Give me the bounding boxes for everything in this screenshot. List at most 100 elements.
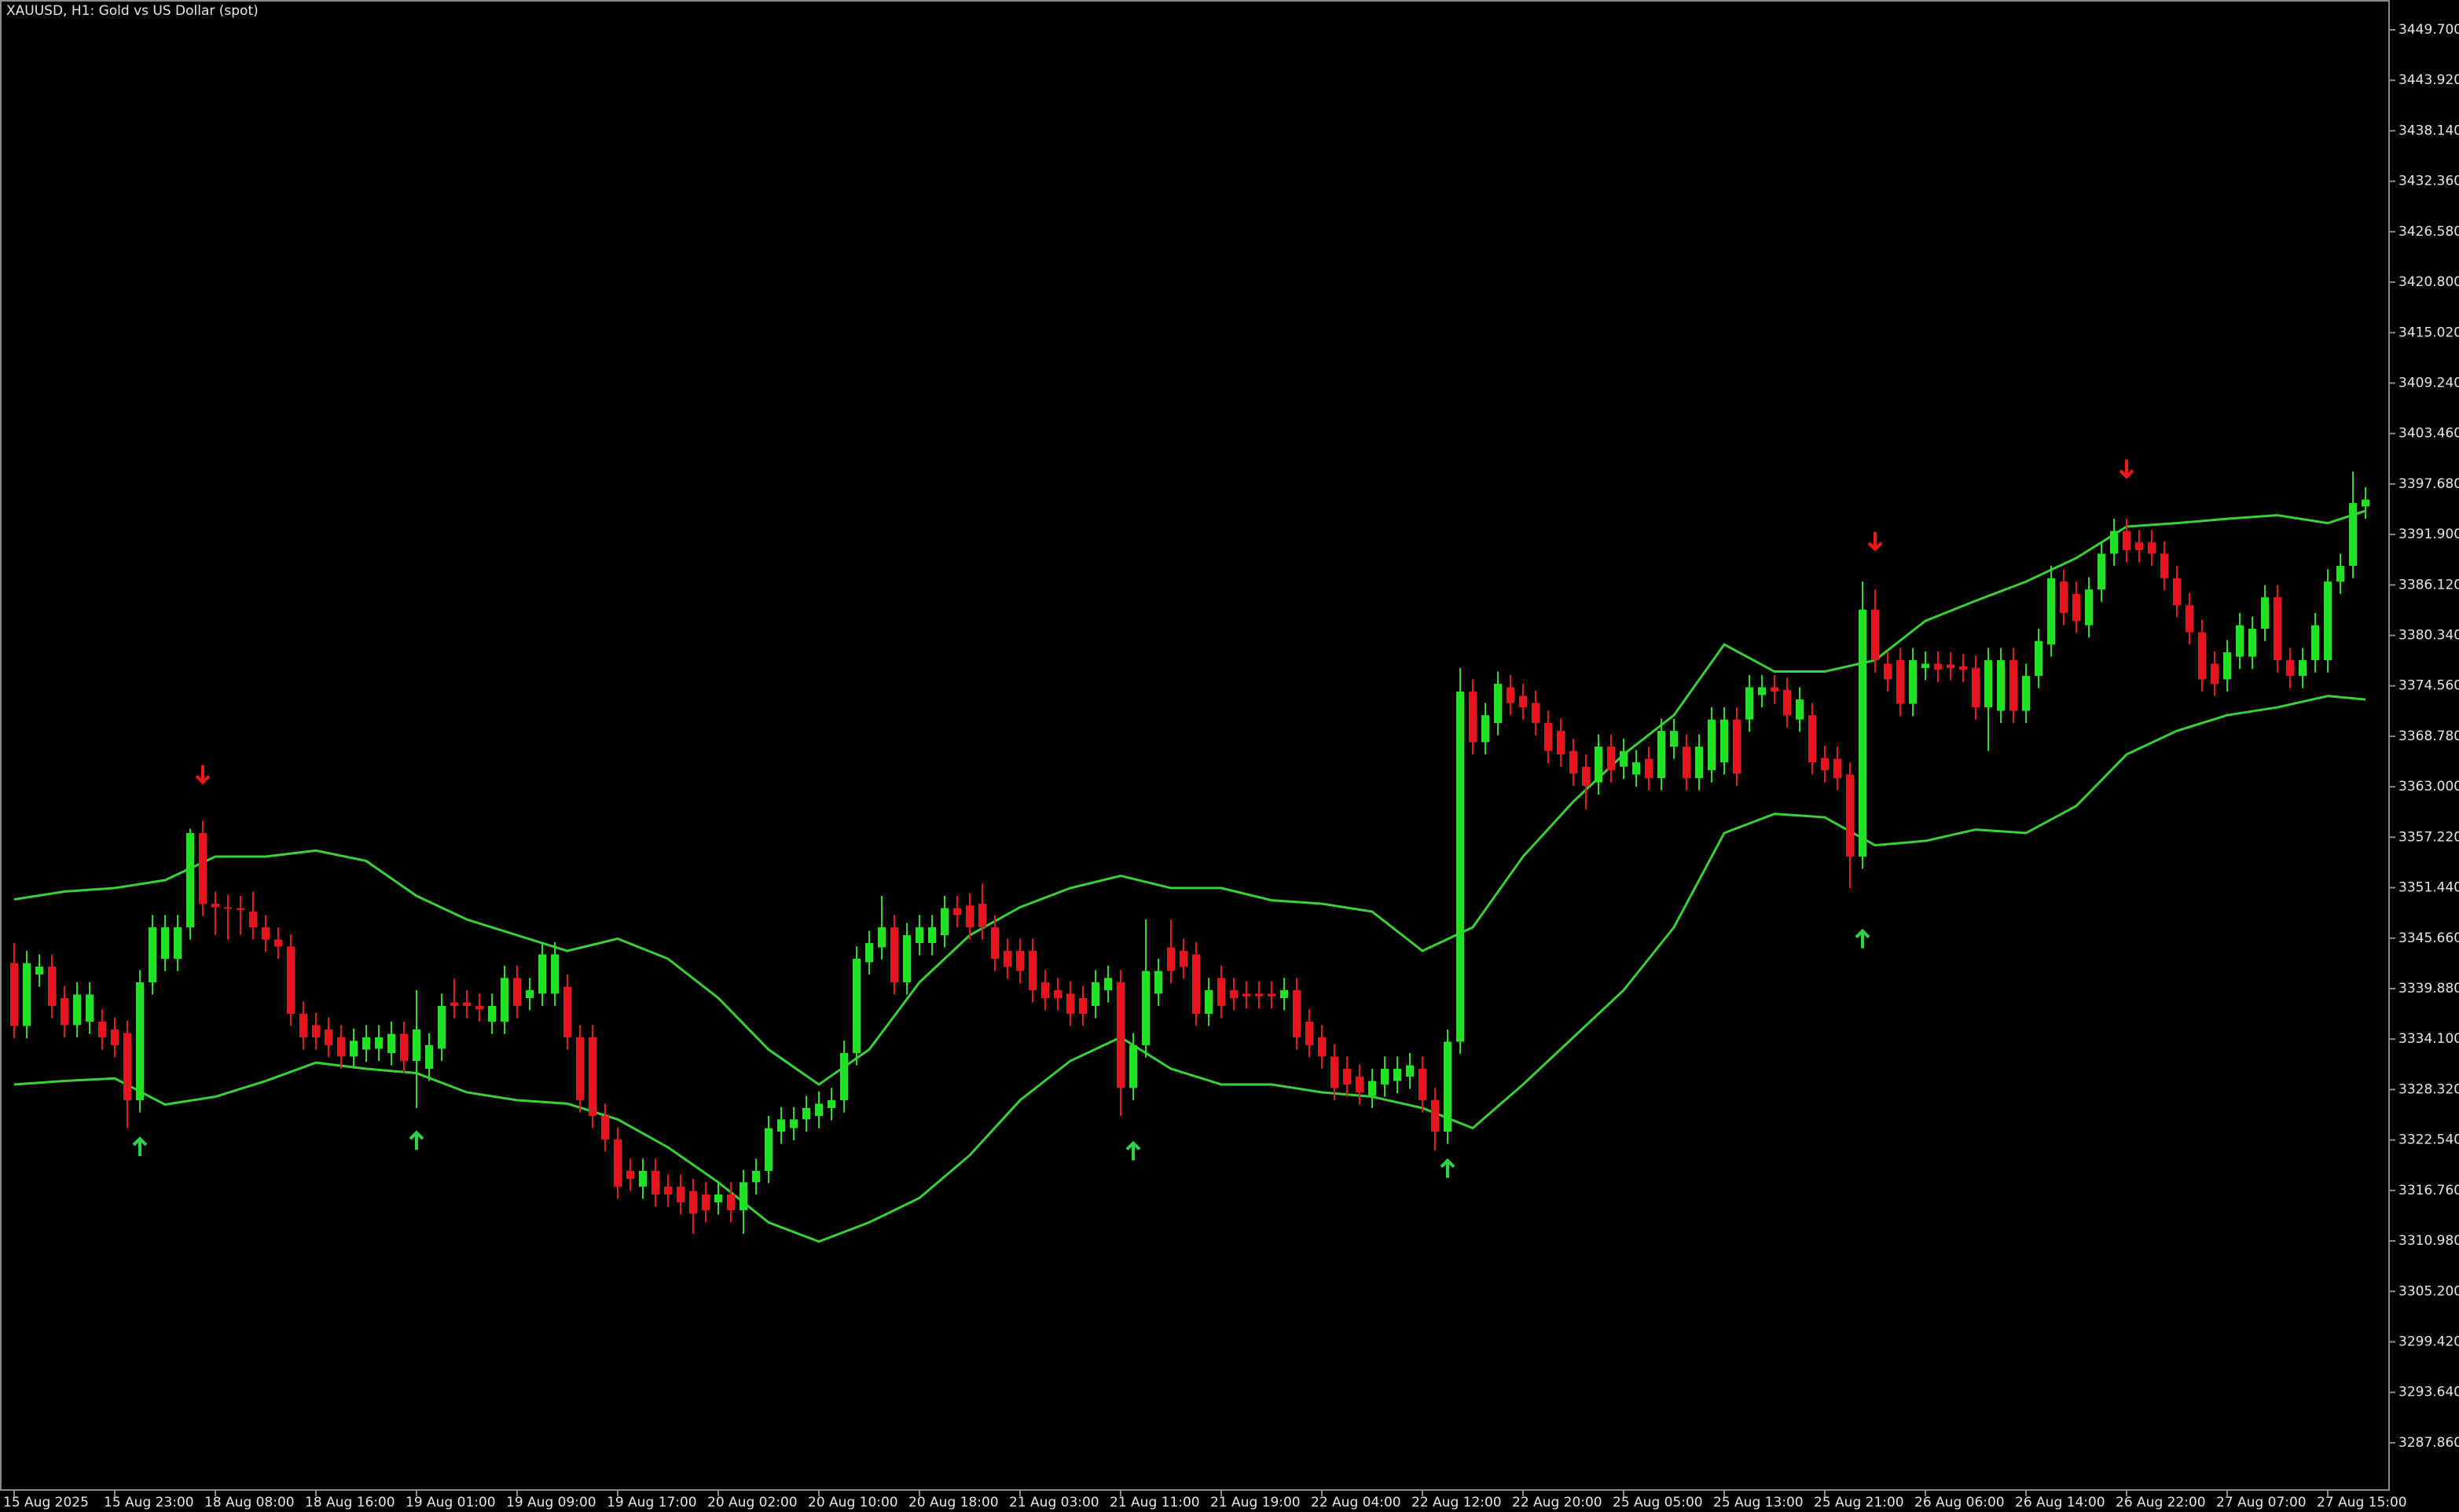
- candle-body: [1582, 766, 1590, 787]
- candle-body: [1016, 951, 1024, 971]
- candle-body: [563, 986, 571, 1037]
- candle-body: [1620, 750, 1628, 767]
- candle-body: [1481, 715, 1489, 743]
- candle-body: [2022, 676, 2030, 711]
- candle-body: [400, 1033, 408, 1061]
- candle-body: [1821, 758, 1829, 771]
- candle-body: [413, 1029, 420, 1061]
- y-tick-label: 3443.920: [2398, 72, 2459, 88]
- y-tick-label: 3334.100: [2398, 1031, 2459, 1047]
- candle-body: [199, 833, 207, 905]
- y-tick-label: 3293.640: [2398, 1385, 2459, 1400]
- candle-body: [2248, 629, 2256, 657]
- candle-body: [664, 1186, 672, 1195]
- x-tick-label: 15 Aug 2025: [3, 1495, 89, 1510]
- candle-body: [1154, 971, 1162, 994]
- x-tick-label: 22 Aug 12:00: [1411, 1495, 1502, 1510]
- candle-body: [1343, 1068, 1351, 1084]
- x-tick-label: 18 Aug 16:00: [305, 1495, 395, 1510]
- y-tick-label: 3322.540: [2398, 1132, 2459, 1148]
- down-arrow: [195, 765, 211, 785]
- candle-body: [2060, 582, 2068, 614]
- x-tick-label: 25 Aug 13:00: [1713, 1495, 1804, 1510]
- candle-body: [274, 939, 282, 947]
- candle-body: [387, 1033, 395, 1053]
- candle-body: [73, 994, 81, 1026]
- candle-body: [639, 1170, 647, 1187]
- candle-body: [1280, 990, 1288, 998]
- candle-body: [1959, 666, 1967, 670]
- candle-body: [98, 1021, 106, 1037]
- candle-body: [2173, 578, 2181, 606]
- candle-body: [2072, 593, 2080, 622]
- x-tick-label: 26 Aug 06:00: [1914, 1495, 2005, 1510]
- candle-body: [2286, 660, 2294, 677]
- y-tick-label: 3316.760: [2398, 1183, 2459, 1198]
- candle-body: [1117, 982, 1125, 1088]
- y-tick-label: 3438.140: [2398, 123, 2459, 138]
- candle-body: [2311, 625, 2319, 661]
- candle-body: [1330, 1056, 1338, 1088]
- candle-body: [161, 927, 169, 960]
- y-tick-label: 3363.000: [2398, 779, 2459, 795]
- x-tick-label: 27 Aug 15:00: [2317, 1495, 2407, 1510]
- candle-body: [2274, 597, 2281, 661]
- candle-body: [1104, 978, 1112, 991]
- candle-body: [350, 1040, 358, 1057]
- candle-body: [878, 927, 886, 948]
- x-tick-label: 22 Aug 04:00: [1311, 1495, 1401, 1510]
- candle-body: [865, 943, 873, 963]
- candle-body: [174, 927, 182, 960]
- candle-body: [677, 1186, 684, 1202]
- y-tick-label: 3339.880: [2398, 981, 2459, 996]
- x-tick-label: 19 Aug 01:00: [406, 1495, 496, 1510]
- x-tick-label: 21 Aug 03:00: [1009, 1495, 1099, 1510]
- candle-body: [576, 1037, 584, 1100]
- candle-body: [1393, 1068, 1401, 1081]
- candle-body: [1683, 747, 1690, 779]
- candle-body: [1670, 731, 1678, 747]
- candle-body: [1909, 660, 1917, 704]
- candle-body: [689, 1191, 697, 1214]
- candle-body: [928, 927, 936, 944]
- x-tick-label: 20 Aug 02:00: [707, 1495, 798, 1510]
- candle-body: [501, 978, 508, 1022]
- candle-body: [702, 1194, 710, 1210]
- y-tick-label: 3397.680: [2398, 476, 2459, 492]
- candle-body: [1997, 660, 2005, 711]
- candle-body: [538, 954, 546, 994]
- candle-body: [1092, 982, 1099, 1006]
- candle-body: [1607, 747, 1615, 771]
- candle-body: [1494, 684, 1502, 724]
- candle-body: [2110, 530, 2118, 554]
- candle-body: [123, 1033, 131, 1100]
- candle-body: [1431, 1099, 1439, 1132]
- x-tick-label: 20 Aug 18:00: [908, 1495, 999, 1510]
- candle-body: [1368, 1081, 1376, 1096]
- candle-body: [752, 1170, 760, 1183]
- candle-body: [626, 1170, 634, 1179]
- candle-body: [2299, 660, 2307, 677]
- candle-body: [1381, 1068, 1389, 1084]
- candle-body: [111, 1029, 119, 1045]
- x-tick-label: 19 Aug 09:00: [506, 1495, 596, 1510]
- y-tick-label: 3403.460: [2398, 426, 2459, 442]
- candle-body: [1884, 663, 1892, 680]
- candle-body: [740, 1182, 747, 1210]
- candle-body: [1557, 731, 1565, 755]
- x-tick-label: 27 Aug 07:00: [2216, 1495, 2307, 1510]
- y-tick-label: 3310.980: [2398, 1233, 2459, 1249]
- candle-body: [1833, 758, 1841, 779]
- candle-body: [953, 908, 961, 916]
- candle-body: [1846, 774, 1854, 857]
- candle-body: [35, 967, 43, 975]
- candle-body: [287, 946, 295, 1014]
- candle-body: [1758, 687, 1766, 695]
- candle-body: [1745, 687, 1753, 720]
- candle-body: [1645, 758, 1653, 779]
- y-tick-label: 3409.240: [2398, 375, 2459, 391]
- candle-body: [589, 1037, 596, 1116]
- candle-body: [1720, 719, 1728, 763]
- band-line: [13, 509, 2366, 1086]
